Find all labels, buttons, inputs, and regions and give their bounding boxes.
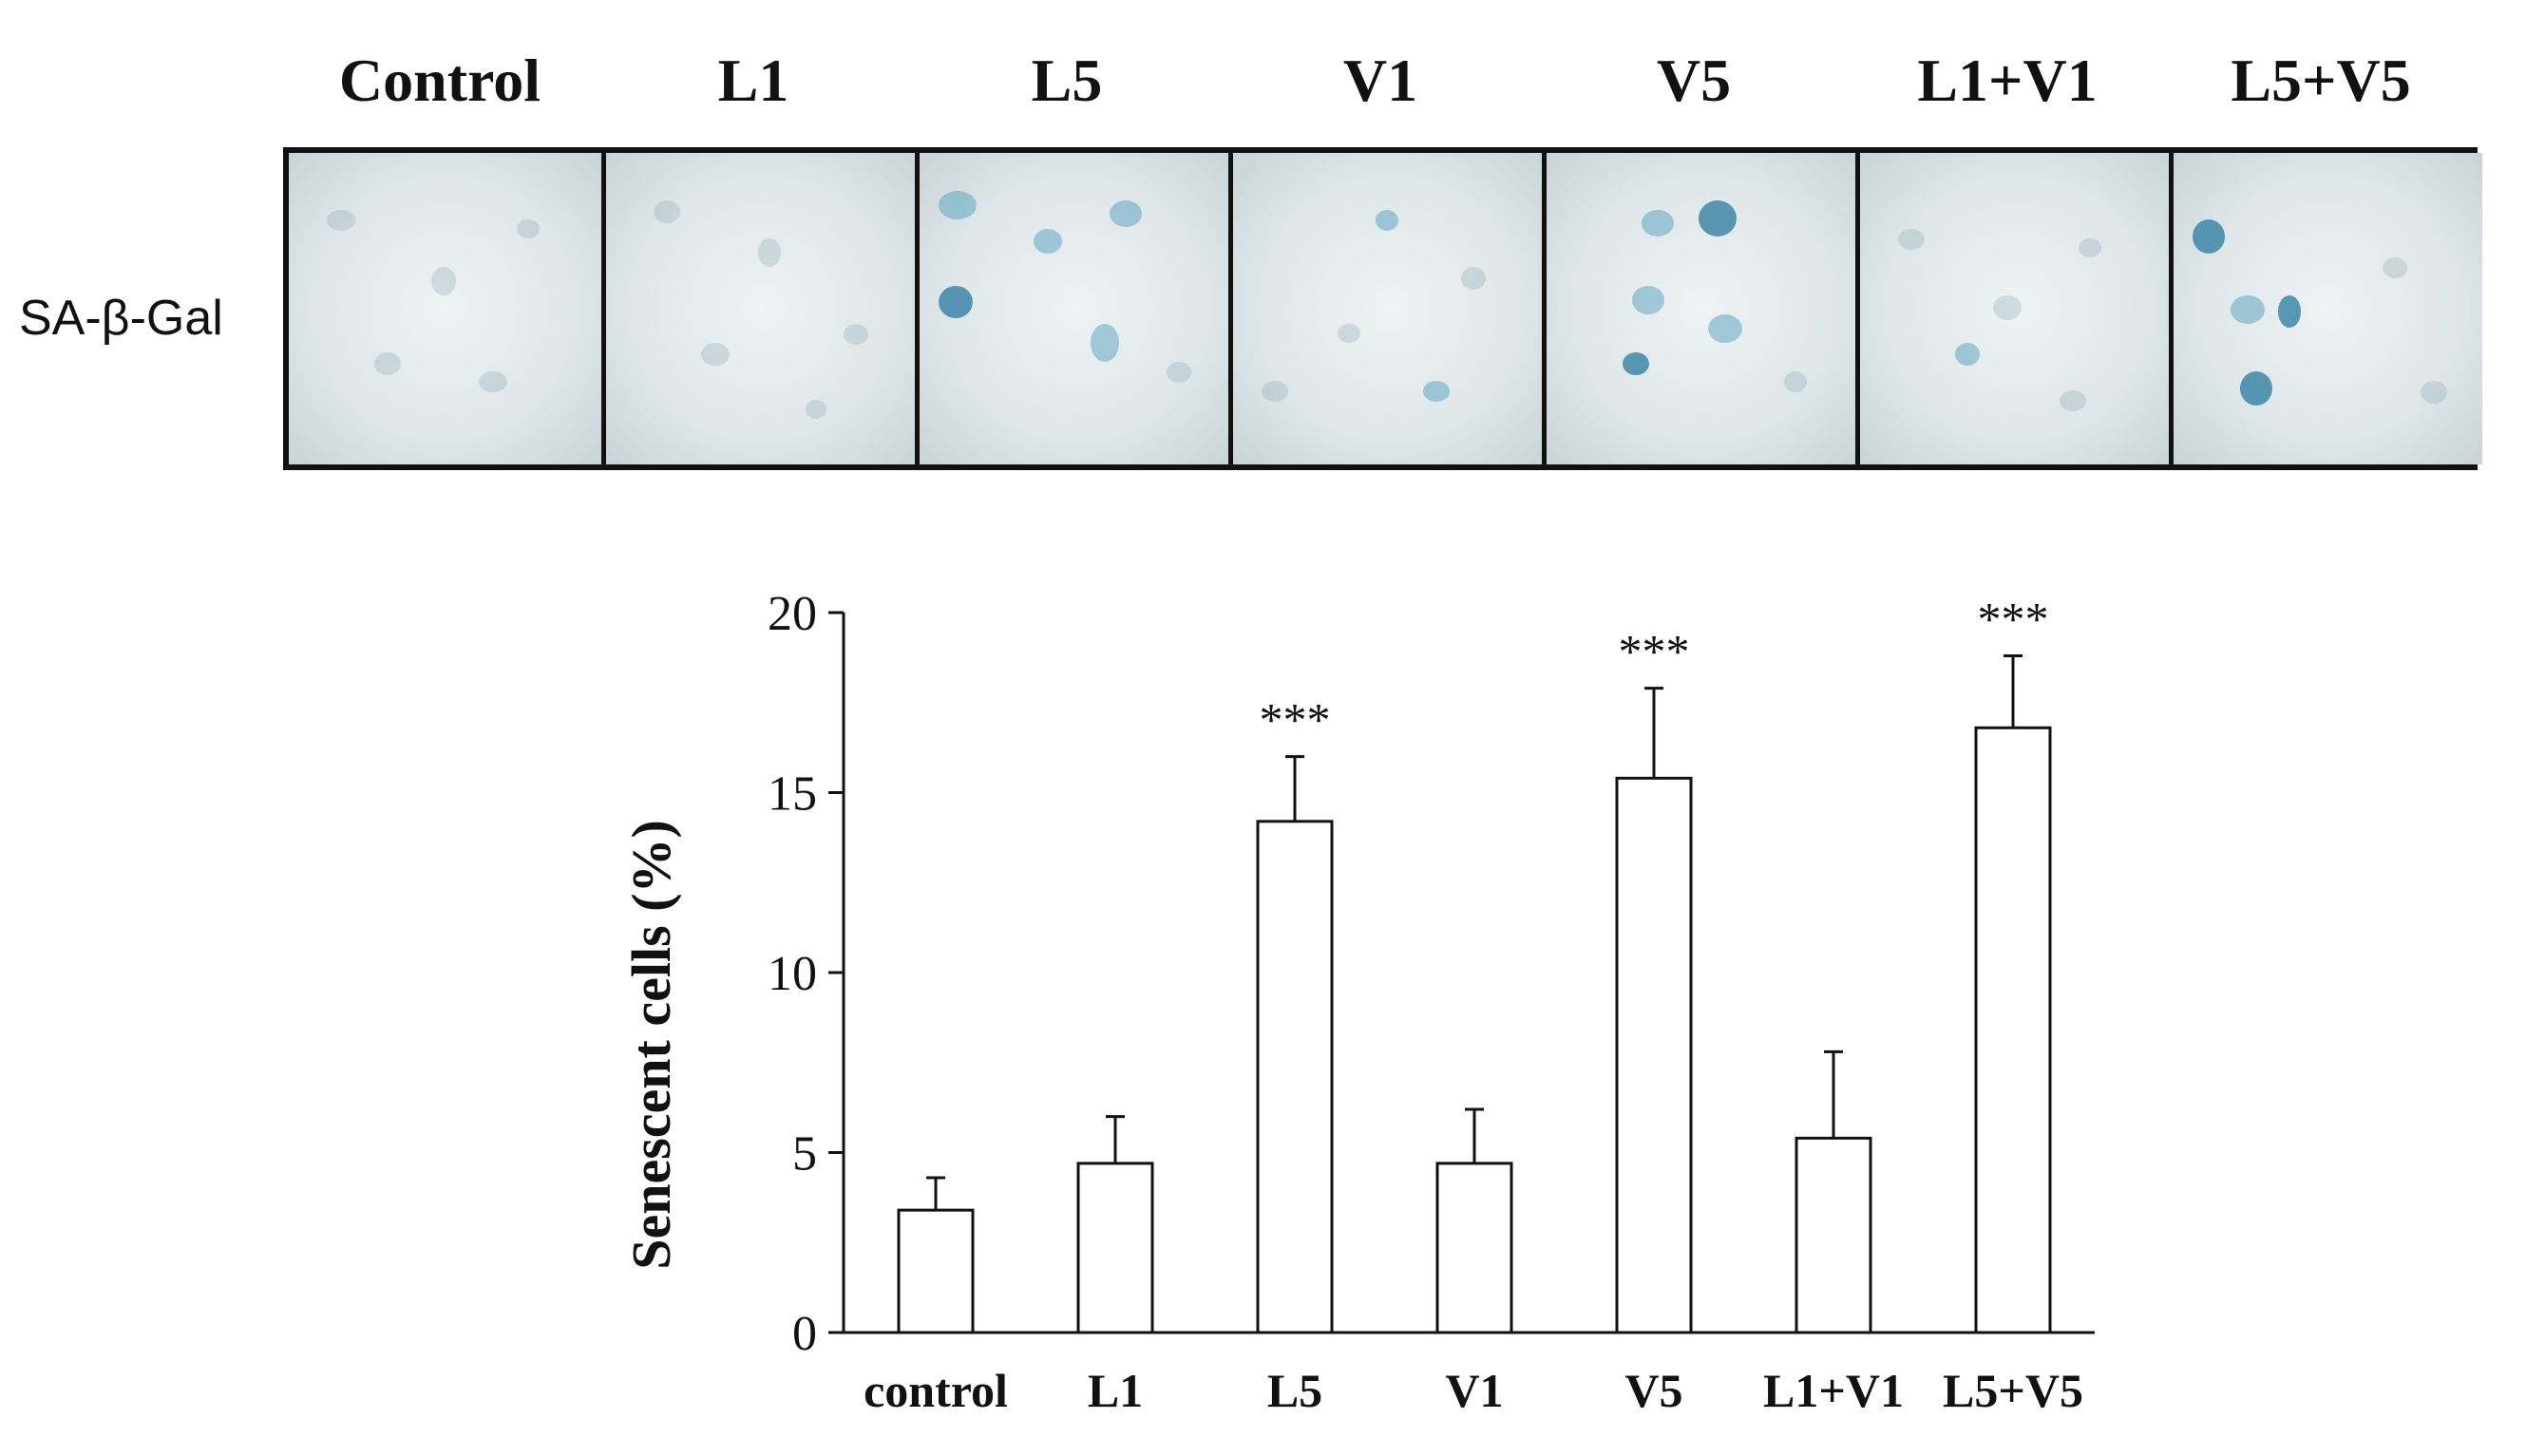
significance-label: *** [1978,592,2049,645]
x-tick-label: V5 [1624,1364,1682,1417]
panel-header-l5v5: L5+V5 [2231,47,2411,114]
micro-panel-v5 [1542,153,1860,464]
bar-v5 [1615,776,1693,1334]
panel-header-v1: V1 [1342,47,1418,114]
bar-control [897,1208,975,1334]
micro-panel-l1 [601,153,920,464]
y-axis-label: Senescent cells (%) [620,820,682,1270]
x-tick-label: L5 [1267,1364,1322,1417]
row-label-sa-beta-gal: SA-β-Gal [19,291,223,346]
x-tick-label: L1+V1 [1763,1364,1904,1417]
panel-header-l1v1: L1+V1 [1917,47,2098,114]
micro-panel-l5v5 [2169,153,2482,464]
x-tick-label: V1 [1445,1364,1503,1417]
micro-panel-control [289,153,601,464]
bar-l1 [1076,1162,1154,1334]
x-tick-label: control [864,1364,1008,1417]
bar-l5 [1256,820,1334,1334]
micro-panel-v1 [1228,153,1547,464]
y-tick-label: 0 [792,1307,817,1361]
bar-l5-v5 [1974,726,2052,1334]
micro-panel-l1v1 [1855,153,2174,464]
x-tick-label: L1 [1088,1364,1143,1417]
bar-l1-v1 [1795,1136,1872,1334]
y-axis: 0 5 10 15 20 [768,587,845,1361]
microscopy-image-strip [283,147,2482,470]
significance-label: *** [1260,693,1331,747]
panel-header-v5: V5 [1656,47,1732,114]
y-tick-label: 10 [768,947,817,1001]
y-tick-label: 15 [768,767,817,822]
panel-header-l1: L1 [717,47,789,114]
y-tick-label: 5 [792,1127,817,1182]
panel-header-l5: L5 [1031,47,1103,114]
bar-v1 [1435,1162,1513,1334]
micro-panel-l5 [915,153,1233,464]
bars: *** *** *** [897,592,2052,1334]
x-tick-label: L5+V5 [1943,1364,2083,1417]
significance-label: *** [1619,625,1690,678]
x-axis: control L1 L5 V1 V5 L1+V1 L5+V5 [844,1331,2095,1417]
panel-header-control: Control [338,47,541,114]
y-tick-label: 20 [768,587,817,641]
